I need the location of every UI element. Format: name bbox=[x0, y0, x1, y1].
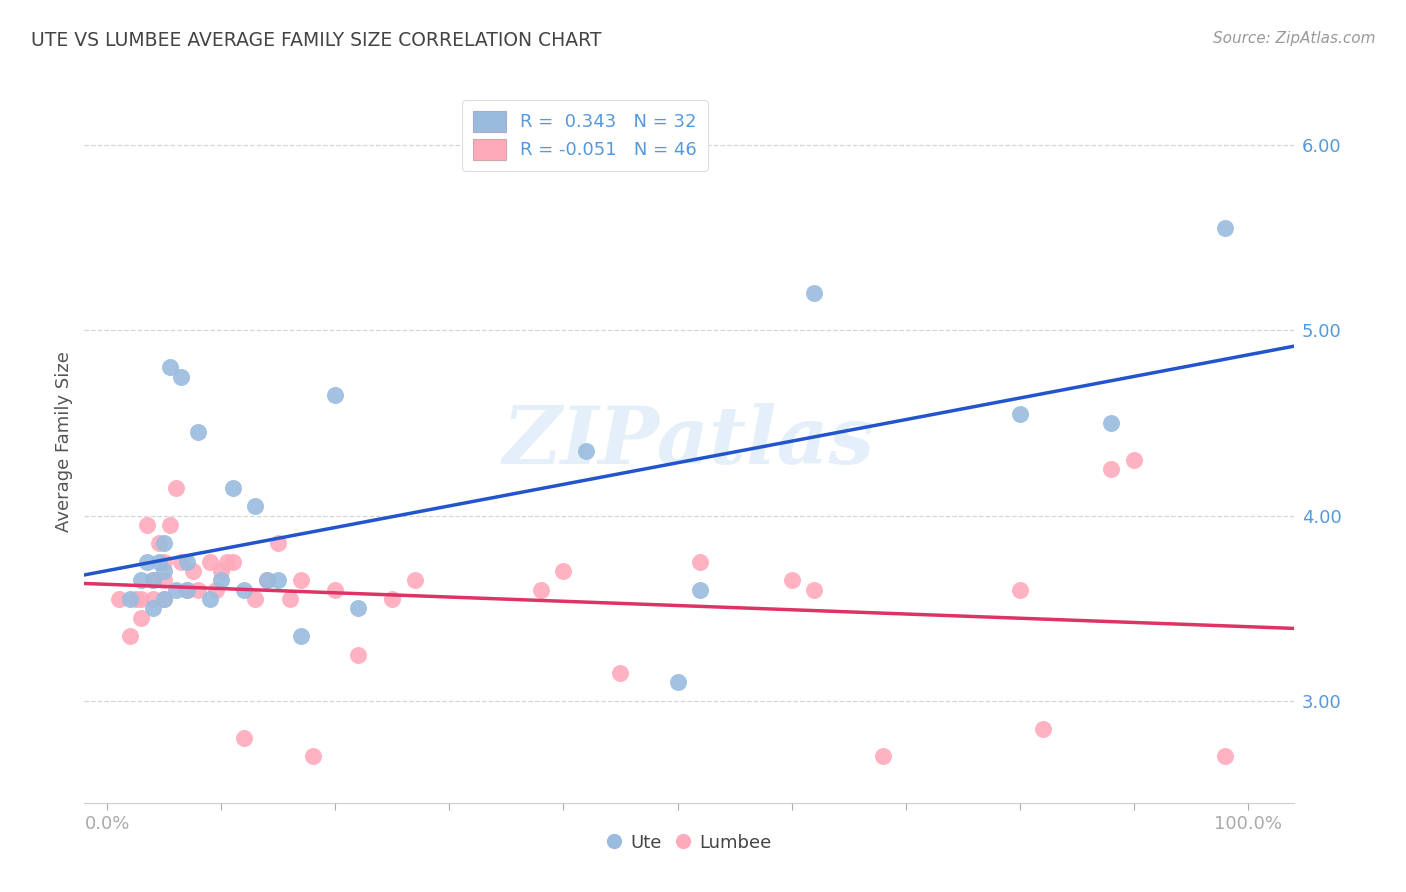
Point bbox=[347, 648, 370, 662]
Point bbox=[176, 555, 198, 569]
Point bbox=[221, 555, 243, 569]
Point bbox=[323, 388, 346, 402]
Point bbox=[142, 601, 165, 615]
Point bbox=[301, 749, 323, 764]
Point bbox=[1008, 582, 1031, 597]
Point bbox=[575, 443, 598, 458]
Point bbox=[107, 592, 129, 607]
Point bbox=[347, 601, 370, 615]
Point bbox=[165, 481, 187, 495]
Point bbox=[142, 592, 165, 607]
Point bbox=[153, 564, 176, 578]
Point bbox=[689, 582, 711, 597]
Point bbox=[1099, 416, 1122, 430]
Point bbox=[689, 555, 711, 569]
Point bbox=[1032, 722, 1054, 736]
Point bbox=[290, 629, 312, 643]
Point bbox=[136, 517, 159, 532]
Point bbox=[142, 574, 165, 588]
Point bbox=[1213, 749, 1236, 764]
Point bbox=[170, 555, 193, 569]
Point bbox=[803, 286, 825, 301]
Point bbox=[153, 536, 176, 550]
Point bbox=[1122, 453, 1144, 467]
Point bbox=[153, 555, 176, 569]
Point bbox=[176, 582, 198, 597]
Point bbox=[204, 582, 226, 597]
Point bbox=[1008, 407, 1031, 421]
Point bbox=[153, 574, 176, 588]
Point bbox=[159, 360, 181, 375]
Point bbox=[136, 555, 159, 569]
Y-axis label: Average Family Size: Average Family Size bbox=[55, 351, 73, 532]
Point bbox=[233, 582, 256, 597]
Point bbox=[290, 574, 312, 588]
Point bbox=[323, 582, 346, 597]
Point bbox=[1213, 221, 1236, 235]
Point bbox=[131, 610, 153, 624]
Point bbox=[256, 574, 278, 588]
Point bbox=[381, 592, 404, 607]
Point bbox=[215, 555, 238, 569]
Point bbox=[142, 574, 165, 588]
Point bbox=[176, 582, 198, 597]
Point bbox=[153, 592, 176, 607]
Point bbox=[165, 582, 187, 597]
Point bbox=[233, 731, 256, 745]
Text: UTE VS LUMBEE AVERAGE FAMILY SIZE CORRELATION CHART: UTE VS LUMBEE AVERAGE FAMILY SIZE CORREL… bbox=[31, 31, 602, 50]
Point bbox=[267, 574, 290, 588]
Point bbox=[187, 582, 209, 597]
Point bbox=[553, 564, 575, 578]
Point bbox=[209, 564, 232, 578]
Point bbox=[530, 582, 553, 597]
Point bbox=[198, 555, 221, 569]
Point bbox=[131, 574, 153, 588]
Point bbox=[131, 592, 153, 607]
Point bbox=[666, 675, 689, 690]
Point bbox=[198, 592, 221, 607]
Point bbox=[209, 574, 232, 588]
Text: ZIPatlas: ZIPatlas bbox=[503, 403, 875, 480]
Point bbox=[256, 574, 278, 588]
Point bbox=[872, 749, 894, 764]
Text: Source: ZipAtlas.com: Source: ZipAtlas.com bbox=[1212, 31, 1375, 46]
Point bbox=[267, 536, 290, 550]
Point bbox=[148, 536, 170, 550]
Point bbox=[181, 564, 204, 578]
Point bbox=[780, 574, 803, 588]
Point bbox=[153, 592, 176, 607]
Point bbox=[1099, 462, 1122, 476]
Point bbox=[609, 666, 631, 681]
Point bbox=[278, 592, 301, 607]
Point bbox=[170, 369, 193, 384]
Point bbox=[803, 582, 825, 597]
Point bbox=[404, 574, 426, 588]
Point bbox=[221, 481, 243, 495]
Point bbox=[148, 555, 170, 569]
Point bbox=[118, 629, 141, 643]
Point bbox=[245, 592, 267, 607]
Point bbox=[187, 425, 209, 440]
Point bbox=[125, 592, 148, 607]
Legend: Ute, Lumbee: Ute, Lumbee bbox=[599, 826, 779, 859]
Point bbox=[245, 500, 267, 514]
Point bbox=[159, 517, 181, 532]
Point bbox=[118, 592, 141, 607]
